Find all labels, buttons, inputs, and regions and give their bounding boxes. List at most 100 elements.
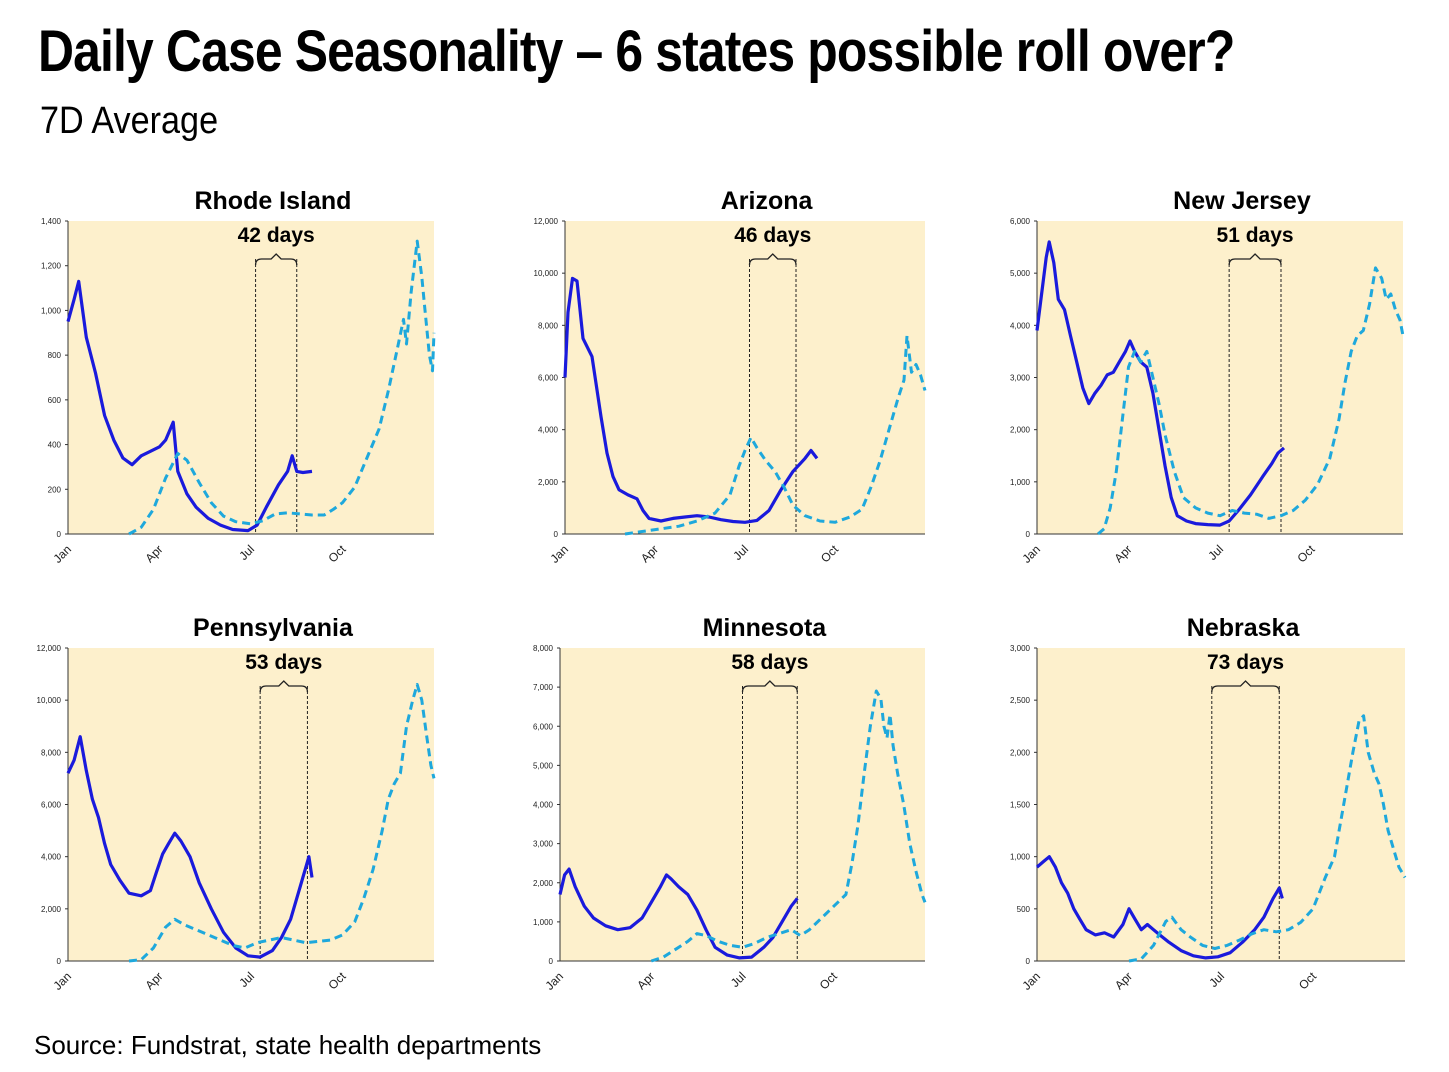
x-tick-label: Apr <box>638 542 661 565</box>
x-tick-label: Oct <box>326 969 350 993</box>
panel-title: Minnesota <box>703 614 828 642</box>
days-annotation: 42 days <box>238 224 315 247</box>
days-annotation: 53 days <box>245 651 322 674</box>
bracket-brace <box>741 680 798 693</box>
y-tick-label: 2,000 <box>41 905 62 914</box>
prior-year-line <box>128 239 436 536</box>
chart-subtitle: 7D Average <box>40 100 219 142</box>
y-tick-label: 8,000 <box>41 748 62 757</box>
panel-title: Nebraska <box>1187 614 1301 642</box>
prior-year-line <box>624 334 927 536</box>
y-tick-label: 2,000 <box>1010 748 1031 757</box>
plot-area <box>68 221 434 534</box>
y-tick-label: 1,000 <box>1010 853 1031 862</box>
y-tick-label: 6,000 <box>538 374 559 383</box>
bracket-brace <box>1211 680 1280 693</box>
y-tick-label: 10,000 <box>37 696 62 705</box>
days-annotation: 46 days <box>734 224 811 247</box>
x-tick-label: Jul <box>730 542 751 563</box>
x-tick-label: Apr <box>634 969 657 992</box>
x-tick-label: Jul <box>1205 542 1226 563</box>
x-tick-label: Oct <box>1295 542 1319 566</box>
current-year-line <box>1035 855 1284 960</box>
y-tick-label: 12,000 <box>534 217 559 226</box>
y-tick-label: 3,000 <box>533 840 554 849</box>
y-tick-label: 600 <box>48 396 62 405</box>
y-tick-label: 1,000 <box>41 306 62 315</box>
x-tick-label: Jan <box>1020 542 1044 566</box>
y-tick-label: 200 <box>48 485 62 494</box>
y-tick-label: 500 <box>1017 905 1031 914</box>
y-tick-label: 2,000 <box>1010 426 1031 435</box>
x-tick-label: Apr <box>1112 542 1135 565</box>
days-annotation: 51 days <box>1217 224 1294 247</box>
y-tick-label: 5,000 <box>533 761 554 770</box>
y-tick-label: 800 <box>48 351 62 360</box>
y-tick-label: 4,000 <box>41 853 62 862</box>
panel-new-jersey: 0 1,000 2,000 3,000 4,000 5,000 6,000 Jan Apr Jul… <box>1010 187 1405 566</box>
plot-area <box>1037 648 1405 961</box>
panel-arizona: 0 2,000 4,000 6,000 8,000 10,000 12,000 Jan Apr J… <box>534 187 927 566</box>
prior-year-line <box>128 683 436 963</box>
y-tick-label: 6,000 <box>1010 217 1031 226</box>
y-tick-label: 3,000 <box>1010 374 1031 383</box>
x-tick-label: Jan <box>548 542 572 566</box>
y-tick-label: 12,000 <box>37 644 62 653</box>
y-tick-label: 1,000 <box>533 918 554 927</box>
x-tick-label: Oct <box>1296 969 1320 993</box>
y-tick-label: 6,000 <box>533 722 554 731</box>
x-tick-label: Jul <box>728 969 749 990</box>
y-tick-label: 4,000 <box>533 801 554 810</box>
bracket-brace <box>748 253 797 266</box>
y-tick-label: 0 <box>57 957 62 966</box>
y-tick-label: 0 <box>549 957 554 966</box>
current-year-line <box>563 276 819 524</box>
x-tick-label: Oct <box>326 542 350 566</box>
current-year-line <box>558 867 799 960</box>
panel-title: Pennsylvania <box>193 614 354 642</box>
y-tick-label: 1,200 <box>41 262 62 271</box>
bracket-brace <box>254 253 298 266</box>
panel-title: New Jersey <box>1173 187 1311 215</box>
plot-area <box>560 648 925 961</box>
y-tick-label: 2,000 <box>538 478 559 487</box>
x-tick-label: Jul <box>1206 969 1227 990</box>
plot-area <box>1037 221 1403 534</box>
x-tick-label: Oct <box>817 969 841 993</box>
y-tick-label: 2,500 <box>1010 696 1031 705</box>
y-tick-label: 1,000 <box>1010 478 1031 487</box>
y-tick-label: 10,000 <box>534 269 559 278</box>
x-tick-label: Apr <box>143 542 166 565</box>
y-tick-label: 400 <box>48 441 62 450</box>
current-year-line <box>66 735 314 959</box>
chart-title: Daily Case Seasonality – 6 states possib… <box>38 19 1235 84</box>
x-tick-label: Jan <box>51 542 75 566</box>
prior-year-line <box>1128 714 1407 963</box>
source-note: Source: Fundstrat, state health departme… <box>34 1030 542 1060</box>
y-tick-label: 5,000 <box>1010 269 1031 278</box>
bracket-brace <box>259 680 309 693</box>
panel-pennsylvania: 0 2,000 4,000 6,000 8,000 10,000 12,000 Jan Apr J… <box>37 614 436 993</box>
y-tick-label: 4,000 <box>538 426 559 435</box>
y-tick-label: 1,500 <box>1010 801 1031 810</box>
y-tick-label: 0 <box>1026 530 1031 539</box>
y-tick-label: 0 <box>57 530 62 539</box>
plot-area <box>565 221 925 534</box>
y-tick-label: 1,400 <box>41 217 62 226</box>
x-tick-label: Apr <box>1112 969 1135 992</box>
x-tick-label: Jul <box>236 542 257 563</box>
y-tick-label: 4,000 <box>1010 321 1031 330</box>
y-tick-label: 7,000 <box>533 683 554 692</box>
panel-minnesota: 0 1,000 2,000 3,000 4,000 5,000 6,000 7,000 8,00… <box>533 614 927 993</box>
x-tick-label: Jan <box>1020 969 1044 993</box>
panel-title: Rhode Island <box>194 187 351 215</box>
y-tick-label: 2,000 <box>533 879 554 888</box>
bracket-brace <box>1228 253 1282 266</box>
y-tick-label: 3,000 <box>1010 644 1031 653</box>
x-tick-label: Apr <box>143 969 166 992</box>
y-tick-label: 0 <box>554 530 559 539</box>
panel-rhode-island: 0 200 400 600 800 1,000 1,200 1,400 Jan Apr Jul Oct… <box>41 187 436 566</box>
days-annotation: 58 days <box>731 651 808 674</box>
x-tick-label: Oct <box>818 542 842 566</box>
